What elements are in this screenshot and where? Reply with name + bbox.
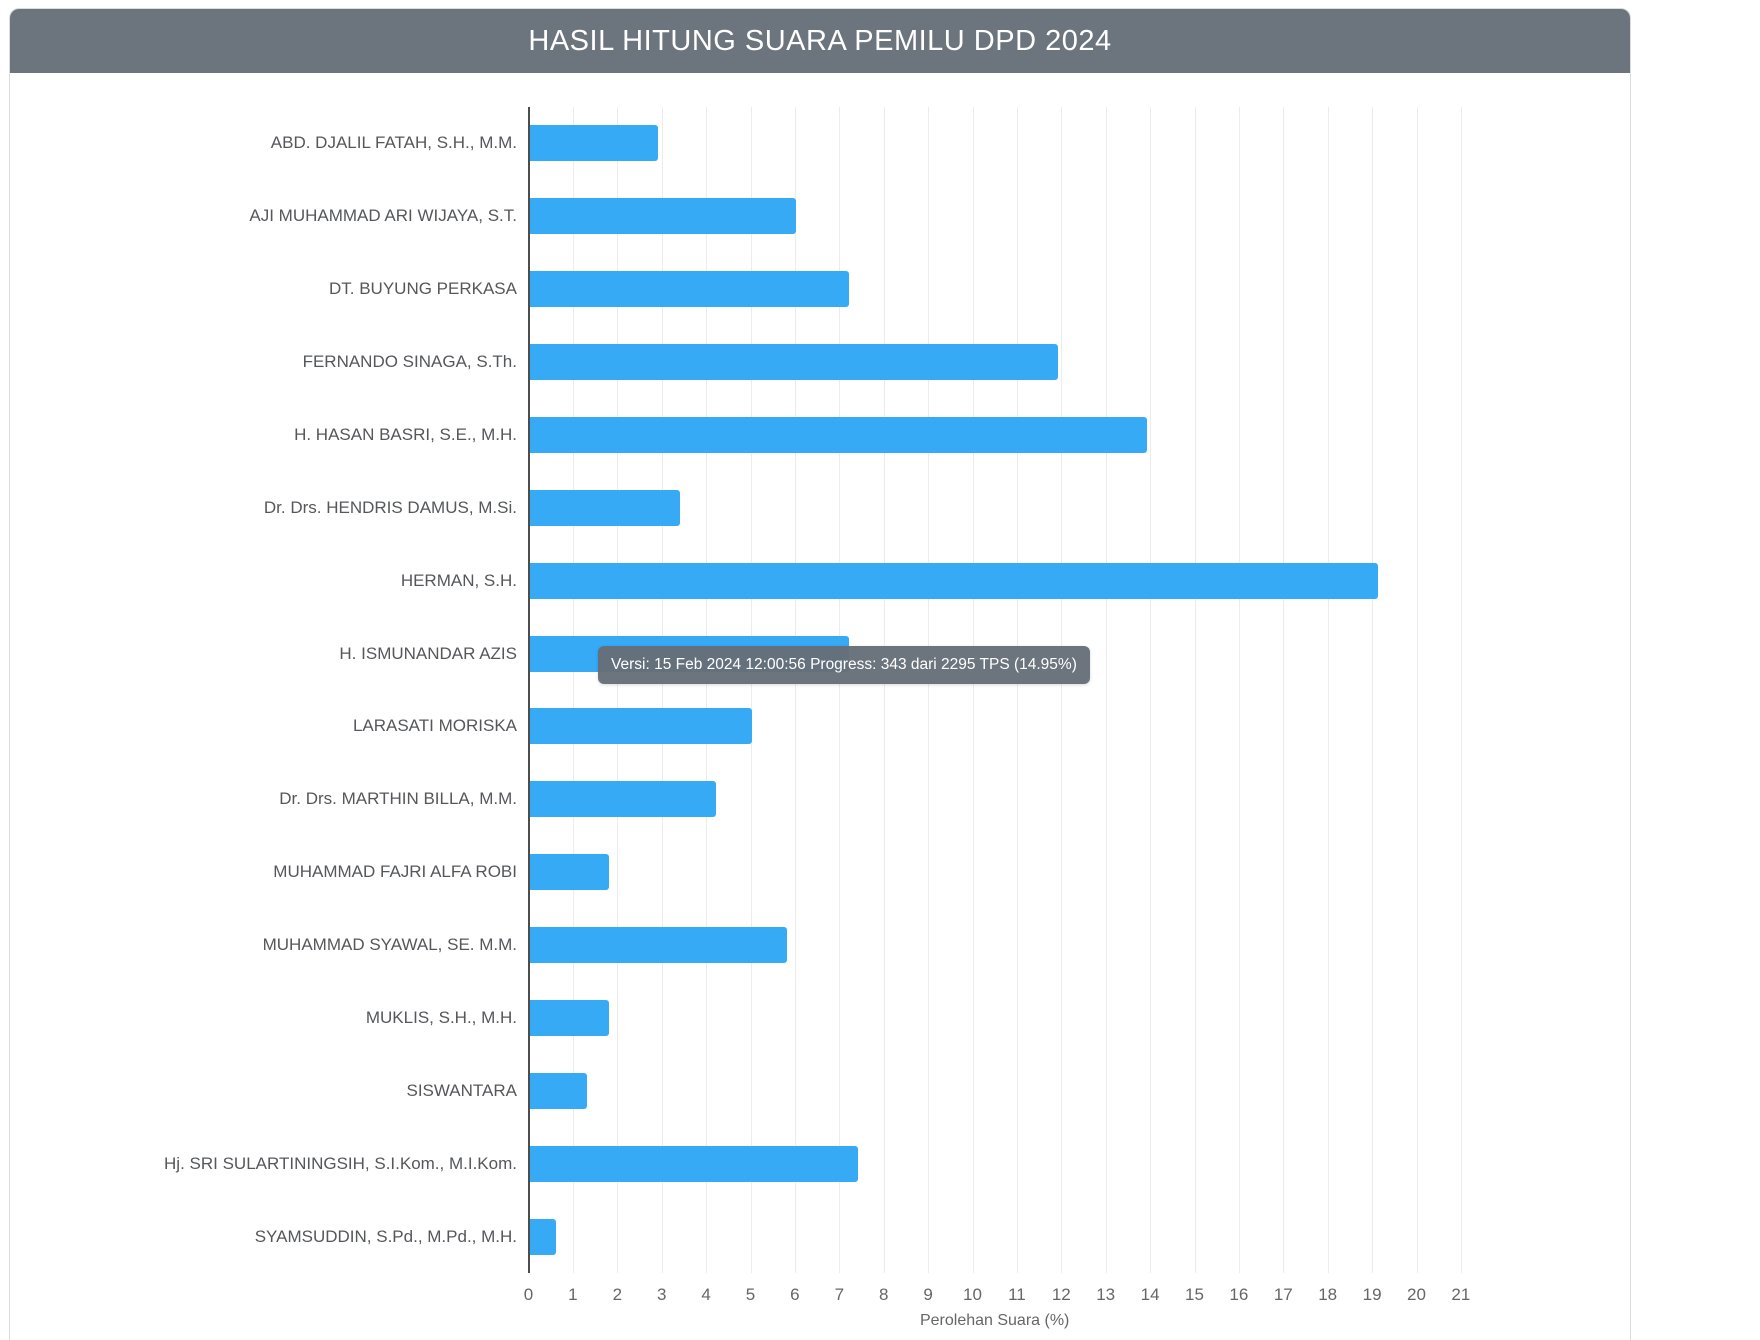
x-tick-label: 6: [790, 1285, 800, 1304]
bar[interactable]: [529, 562, 1378, 599]
gridline: [839, 107, 841, 1273]
bar[interactable]: [529, 271, 850, 308]
bar[interactable]: [529, 999, 610, 1036]
category-label: FERNANDO SINAGA, S.Th.: [302, 352, 517, 372]
category-label: ABD. DJALIL FATAH, S.H., M.M.: [270, 133, 517, 153]
category-label: LARASATI MORISKA: [352, 716, 517, 736]
x-tick-label: 9: [923, 1285, 933, 1304]
x-axis-title: Perolehan Suara (%): [919, 1312, 1070, 1329]
x-tick-label: 4: [701, 1285, 711, 1304]
bar[interactable]: [529, 416, 1147, 453]
x-tick-label: 10: [963, 1285, 982, 1304]
bar[interactable]: [529, 781, 716, 818]
gridline: [1016, 107, 1018, 1273]
x-tick-label: 7: [834, 1285, 845, 1304]
x-tick-label: 8: [878, 1285, 889, 1304]
category-label: MUHAMMAD FAJRI ALFA ROBI: [273, 862, 517, 882]
gridline: [928, 107, 930, 1273]
bar-chart-plot-area: 0 1 2 3 4 5 6 7 8 9 10 11 12 13 14 15 16 17 18 19 20 21 ABD. D…: [10, 73, 1630, 1340]
gridline: [572, 107, 574, 1273]
category-label: HERMAN, S.H.: [400, 570, 517, 590]
chart-title: HASIL HITUNG SUARA PEMILU DPD 2024: [528, 24, 1112, 57]
gridline: [883, 107, 885, 1273]
gridline: [1372, 107, 1374, 1273]
gridline: [706, 107, 708, 1273]
gridline: [1416, 107, 1418, 1273]
gridline: [661, 107, 663, 1273]
category-label: H. HASAN BASRI, S.E., M.H.: [294, 424, 517, 444]
bar[interactable]: [529, 927, 788, 964]
chart-tooltip: Versi: 15 Feb 2024 12:00:56 Progress: 34…: [598, 646, 1090, 684]
x-tick-label: 0: [523, 1285, 534, 1304]
x-tick-label: 2: [612, 1285, 623, 1304]
gridline: [750, 107, 752, 1273]
gridline: [972, 107, 974, 1273]
category-label: Dr. Drs. HENDRIS DAMUS, M.Si.: [263, 497, 517, 517]
x-tick-label: 21: [1451, 1285, 1471, 1304]
bar[interactable]: [529, 198, 796, 235]
gridline: [1460, 107, 1462, 1273]
category-label: SYAMSUDDIN, S.Pd., M.Pd., M.H.: [254, 1226, 517, 1246]
gridline: [1150, 107, 1152, 1273]
bar[interactable]: [529, 344, 1058, 381]
bar[interactable]: [529, 1218, 557, 1255]
gridline: [1194, 107, 1196, 1273]
x-tick-label: 14: [1140, 1285, 1160, 1304]
gridline: [1283, 107, 1285, 1273]
bar[interactable]: [529, 708, 752, 745]
category-label: MUHAMMAD SYAWAL, SE. M.M.: [262, 935, 517, 955]
category-label: DT. BUYUNG PERKASA: [329, 279, 517, 299]
gridline: [794, 107, 796, 1273]
x-tick-label: 11: [1008, 1285, 1026, 1304]
gridline: [1105, 107, 1107, 1273]
category-label: H. ISMUNANDAR AZIS: [339, 643, 517, 663]
gridline: [1238, 107, 1240, 1273]
gridline: [617, 107, 619, 1273]
x-tick-label: 17: [1273, 1285, 1293, 1304]
category-label: Hj. SRI SULARTININGSIH, S.I.Kom., M.I.Ko…: [164, 1153, 517, 1173]
x-tick-label: 5: [745, 1285, 756, 1304]
x-tick-label: 18: [1318, 1285, 1338, 1304]
gridline: [1327, 107, 1329, 1273]
x-tick-label: 12: [1051, 1285, 1071, 1304]
bar[interactable]: [529, 489, 681, 526]
bar[interactable]: [529, 1072, 588, 1109]
bar[interactable]: [529, 854, 610, 891]
x-tick-label: 13: [1096, 1285, 1116, 1304]
bar[interactable]: [529, 125, 659, 162]
bar[interactable]: [529, 1145, 859, 1182]
x-tick-label: 1: [568, 1285, 578, 1304]
gridline: [1061, 107, 1063, 1273]
category-label: AJI MUHAMMAD ARI WIJAYA, S.T.: [249, 206, 517, 226]
chart-header: HASIL HITUNG SUARA PEMILU DPD 2024: [10, 9, 1630, 73]
category-label: SISWANTARA: [406, 1080, 517, 1100]
x-tick-label: 19: [1362, 1285, 1382, 1304]
y-axis-line: [527, 107, 530, 1273]
x-tick-label: 16: [1229, 1285, 1249, 1304]
x-tick-label: 20: [1407, 1285, 1426, 1304]
category-label: Dr. Drs. MARTHIN BILLA, M.M.: [279, 789, 517, 809]
x-tick-label: 15: [1185, 1285, 1204, 1304]
x-tick-label: 3: [656, 1285, 667, 1304]
category-label: MUKLIS, S.H., M.H.: [365, 1007, 517, 1027]
